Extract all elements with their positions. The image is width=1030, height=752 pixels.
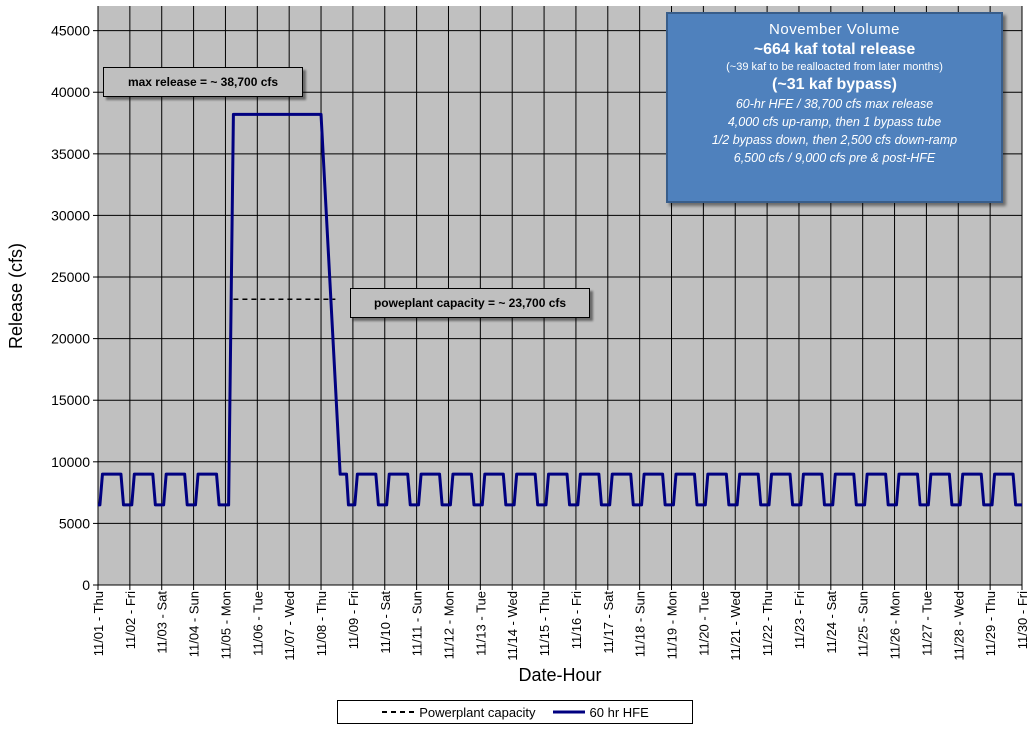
x-tick-label: 11/10 - Sat: [378, 591, 393, 654]
x-tick-label: 11/02 - Fri: [123, 591, 138, 649]
x-tick-label: 11/15 - Thu: [537, 591, 552, 656]
x-tick-label: 11/03 - Sat: [155, 591, 170, 654]
series-60hr-hfe-line: [98, 112, 1022, 507]
x-tick-label: 11/20 - Tue: [696, 591, 711, 656]
y-axis-label: Release (cfs): [6, 243, 26, 349]
x-tick-label: 11/19 - Mon: [665, 591, 680, 659]
volume-line-hfe: 60-hr HFE / 38,700 cfs max release: [735, 97, 934, 111]
axes: [93, 6, 1023, 590]
x-tick-label: 11/11 - Sun: [410, 591, 425, 656]
y-tick-label: 25000: [51, 269, 90, 285]
legend-item-powerplant: Powerplant capacity: [381, 704, 536, 720]
x-tick-label: 11/16 - Fri: [569, 591, 584, 649]
x-tick-label: 11/27 - Tue: [919, 591, 934, 656]
x-tick-label: 11/29 - Thu: [983, 591, 998, 656]
legend-label-powerplant: Powerplant capacity: [419, 704, 536, 720]
x-tick-label: 11/18 - Sun: [633, 591, 648, 657]
x-tick-label: 11/28 - Wed: [951, 591, 966, 661]
x-tick-label: 11/23 - Fri: [792, 591, 807, 649]
x-tick-label: 11/14 - Wed: [505, 591, 520, 661]
y-tick-label: 45000: [51, 23, 90, 39]
volume-bypass: (~31 kaf bypass): [772, 76, 897, 93]
x-tick-label: 11/08 - Thu: [314, 591, 329, 656]
x-tick-label: 11/05 - Mon: [218, 591, 233, 659]
y-tick-labels: 0 5000 10000 15000 20000 25000 30000 35000 40000…: [51, 23, 90, 593]
x-tick-label: 11/26 - Mon: [888, 591, 903, 659]
x-tick-label: 11/04 - Sun: [187, 591, 202, 657]
volume-line-upramp: 4,000 cfs up-ramp, then 1 bypass tube: [727, 115, 942, 129]
y-tick-label: 0: [82, 577, 90, 593]
x-tick-label: 11/01 - Thu: [91, 591, 106, 656]
volume-realloc: (~39 kaf to be realloacted from later mo…: [726, 61, 943, 73]
x-tick-label: 11/22 - Thu: [760, 591, 775, 656]
volume-title: November Volume: [769, 21, 900, 38]
legend-item-hfe: 60 hr HFE: [552, 705, 649, 720]
x-axis-label: Date-Hour: [518, 665, 601, 685]
powerplant-capacity-annotation: poweplant capacity = ~ 23,700 cfs: [350, 288, 590, 318]
volume-line-pre-post: 6,500 cfs / 9,000 cfs pre & post-HFE: [733, 151, 936, 165]
x-tick-label: 11/12 - Mon: [441, 591, 456, 659]
x-tick-label: 11/30 - Fri: [1015, 591, 1030, 649]
november-volume-box: November Volume ~664 kaf total release (…: [666, 12, 1003, 203]
x-tick-label: 11/17 - Sat: [601, 591, 616, 654]
x-tick-labels: 11/01 - Thu 11/02 - Fri 11/03 - Sat 11/04 -…: [91, 591, 1030, 661]
volume-line-downramp: 1/2 bypass down, then 2,500 cfs down-ram…: [711, 133, 958, 147]
x-tick-label: 11/24 - Sat: [824, 591, 839, 654]
y-tick-label: 40000: [51, 84, 90, 100]
y-tick-label: 15000: [51, 392, 90, 408]
volume-total: ~664 kaf total release: [753, 41, 916, 58]
y-tick-label: 30000: [51, 207, 90, 223]
x-tick-label: 11/07 - Wed: [282, 591, 297, 661]
dashed-line-icon: [382, 711, 415, 713]
x-tick-label: 11/13 - Tue: [473, 591, 488, 656]
series: [98, 112, 1022, 507]
x-tick-label: 11/09 - Fri: [346, 591, 361, 649]
max-release-annotation: max release = ~ 38,700 cfs: [103, 67, 303, 97]
y-tick-label: 5000: [59, 515, 90, 531]
x-tick-label: 11/06 - Tue: [250, 591, 265, 656]
y-tick-label: 20000: [51, 331, 90, 347]
x-tick-label: 11/21 - Wed: [728, 591, 743, 661]
y-tick-label: 10000: [51, 454, 90, 470]
x-tick-label: 11/25 - Sun: [856, 591, 871, 657]
legend-label-hfe: 60 hr HFE: [589, 704, 649, 720]
legend: Powerplant capacity 60 hr HFE: [337, 700, 693, 724]
y-tick-label: 35000: [51, 146, 90, 162]
solid-line-icon: [552, 710, 585, 714]
